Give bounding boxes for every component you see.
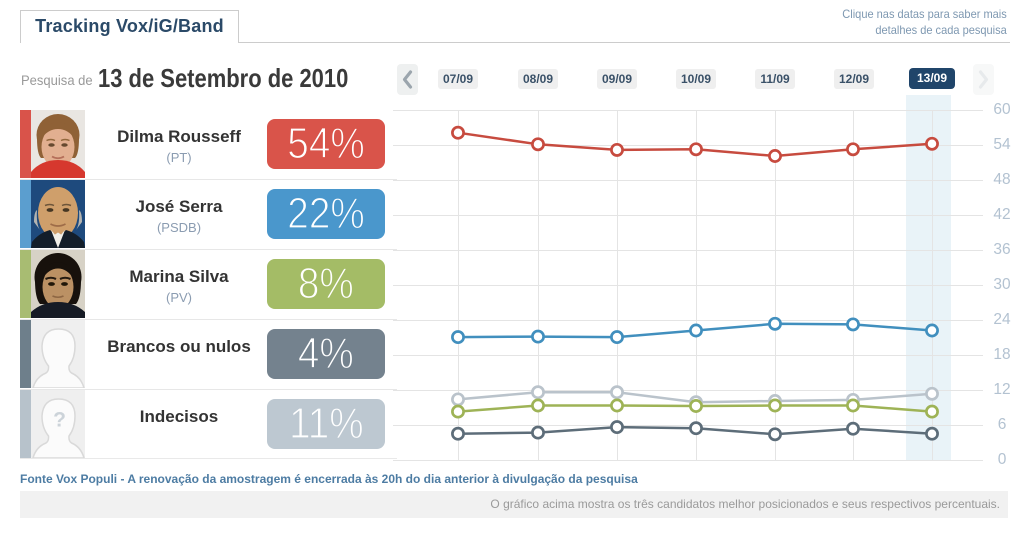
svg-text:30: 30	[993, 276, 1011, 293]
svg-text:60: 60	[993, 101, 1011, 118]
svg-text:18: 18	[993, 346, 1010, 363]
svg-text:12: 12	[993, 381, 1010, 398]
svg-text:42: 42	[993, 206, 1010, 223]
svg-text:54: 54	[993, 136, 1011, 153]
svg-text:48: 48	[993, 171, 1010, 188]
svg-text:24: 24	[993, 311, 1011, 328]
svg-text:6: 6	[998, 416, 1007, 433]
svg-text:36: 36	[993, 241, 1010, 258]
svg-text:0: 0	[998, 451, 1007, 468]
svg-text:?: ?	[53, 409, 66, 432]
